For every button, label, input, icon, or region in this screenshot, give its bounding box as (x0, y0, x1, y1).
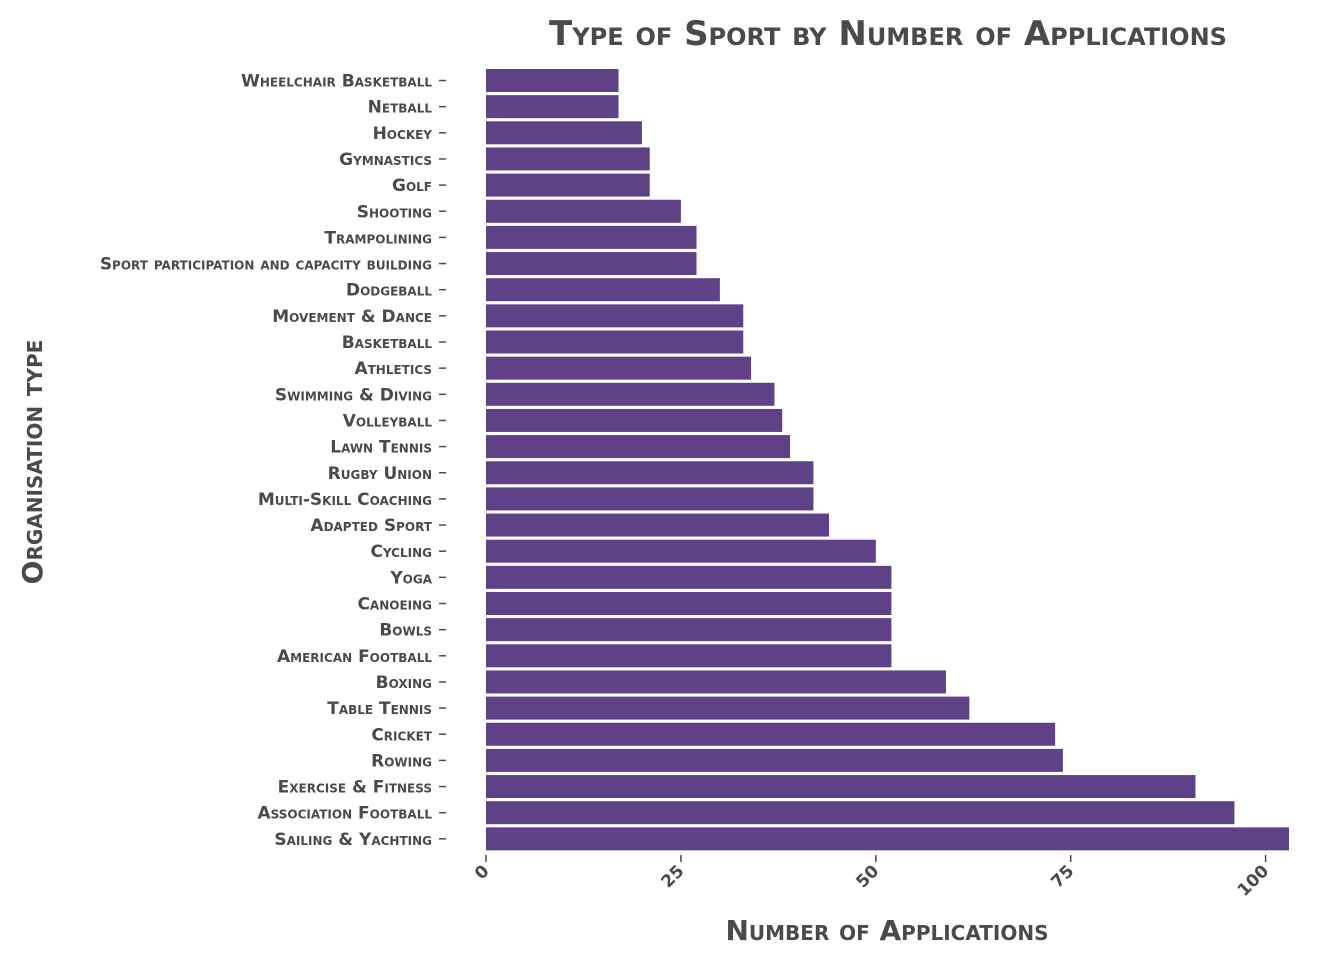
bar (486, 95, 619, 119)
category-label: Hockey (373, 124, 433, 144)
bar (486, 670, 946, 694)
category-label: Volleyball (343, 411, 433, 431)
x-tick-label: 100 (1234, 861, 1273, 900)
category-label: Movement & Dance (272, 307, 432, 327)
bar (486, 565, 892, 589)
bar (486, 69, 619, 92)
x-tick-label: 75 (1047, 861, 1078, 892)
category-label: Athletics (354, 359, 432, 379)
chart-title: Type of Sport by Number of Applications (549, 14, 1227, 54)
category-label: Exercise & Fitness (278, 778, 432, 798)
category-label: American Football (277, 647, 432, 667)
category-label: Golf (392, 176, 432, 196)
bar (486, 225, 697, 249)
bar (486, 408, 783, 432)
category-labels: Wheelchair Basketball Netball Hockey Gymnas… (100, 72, 446, 850)
category-label: Association Football (258, 804, 433, 824)
x-tick-label: 50 (852, 861, 883, 892)
category-label: Sailing & Yachting (274, 830, 432, 850)
bar (486, 173, 650, 197)
bar (486, 592, 892, 615)
category-label: Netball (368, 98, 433, 118)
bar (486, 513, 830, 537)
category-label: Multi-Skill Coaching (258, 490, 432, 510)
bar (486, 304, 744, 328)
bar (486, 356, 752, 380)
bar (486, 775, 1196, 799)
bar (486, 461, 814, 485)
category-label: Sport participation and capacity buildin… (100, 255, 432, 275)
category-label: Cricket (371, 725, 432, 745)
category-label: Rowing (371, 751, 432, 771)
bar (486, 330, 744, 354)
category-label: Shooting (357, 202, 432, 222)
x-tick-label: 0 (471, 861, 494, 884)
bar (486, 252, 697, 276)
category-label: Cycling (370, 542, 432, 562)
bar (486, 644, 892, 668)
category-label: Swimming & Diving (275, 385, 432, 405)
category-label: Gymnastics (339, 150, 432, 170)
category-label: Lawn Tennis (330, 438, 432, 458)
x-axis: 0 25 50 75 100 (471, 855, 1273, 901)
bar (486, 748, 1063, 772)
x-axis-title: Number of Applications (725, 914, 1048, 947)
bar (486, 618, 892, 642)
bar (486, 696, 970, 720)
bar (486, 121, 642, 145)
bar (486, 147, 650, 171)
category-label: Table Tennis (327, 699, 432, 719)
category-label: Adapted Sport (310, 516, 432, 536)
category-label: Boxing (376, 673, 432, 693)
category-label: Dodgeball (346, 281, 432, 301)
category-label: Basketball (342, 333, 433, 353)
bar (486, 382, 775, 406)
bar (486, 435, 791, 459)
category-label: Canoeing (357, 595, 432, 615)
category-label: Trampolining (324, 228, 432, 248)
bar (486, 539, 876, 563)
bar (486, 801, 1235, 825)
bar (486, 199, 681, 223)
bar (486, 278, 720, 302)
bars (486, 69, 1289, 851)
category-label: Wheelchair Basketball (241, 72, 432, 92)
x-tick-label: 25 (658, 861, 689, 892)
bar (486, 487, 814, 511)
category-label: Rugby Union (328, 464, 432, 484)
category-label: Yoga (389, 568, 432, 588)
category-label: Bowls (379, 621, 432, 641)
y-axis-title: Organisation type (16, 340, 49, 585)
bar (486, 722, 1056, 746)
bar (486, 827, 1289, 851)
